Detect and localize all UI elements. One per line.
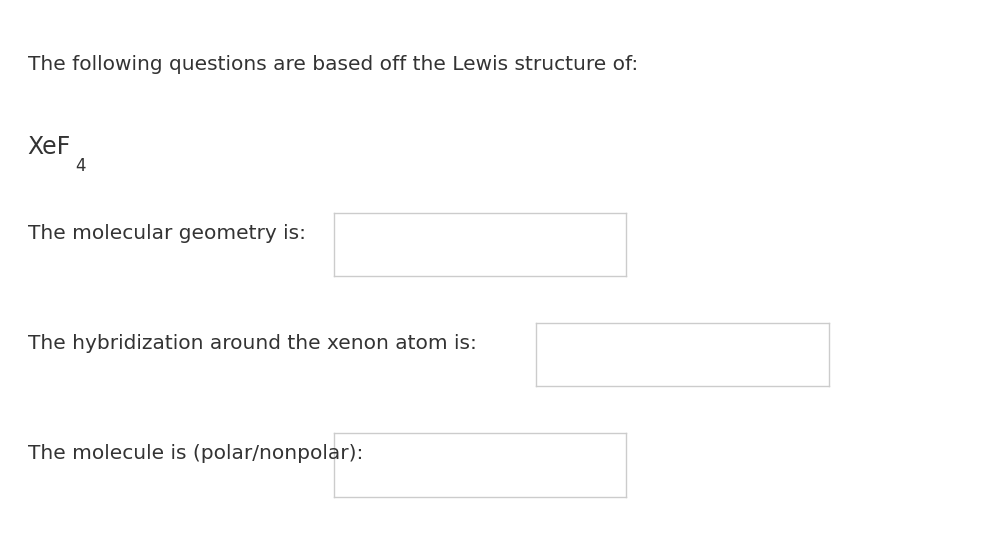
Text: XeF: XeF bbox=[28, 135, 71, 159]
Text: The molecular geometry is:: The molecular geometry is: bbox=[28, 224, 305, 242]
Text: 4: 4 bbox=[75, 157, 86, 176]
Text: The molecule is (polar/nonpolar):: The molecule is (polar/nonpolar): bbox=[28, 444, 363, 463]
Text: The hybridization around the xenon atom is:: The hybridization around the xenon atom … bbox=[28, 334, 476, 353]
Text: The following questions are based off the Lewis structure of:: The following questions are based off th… bbox=[28, 55, 638, 74]
